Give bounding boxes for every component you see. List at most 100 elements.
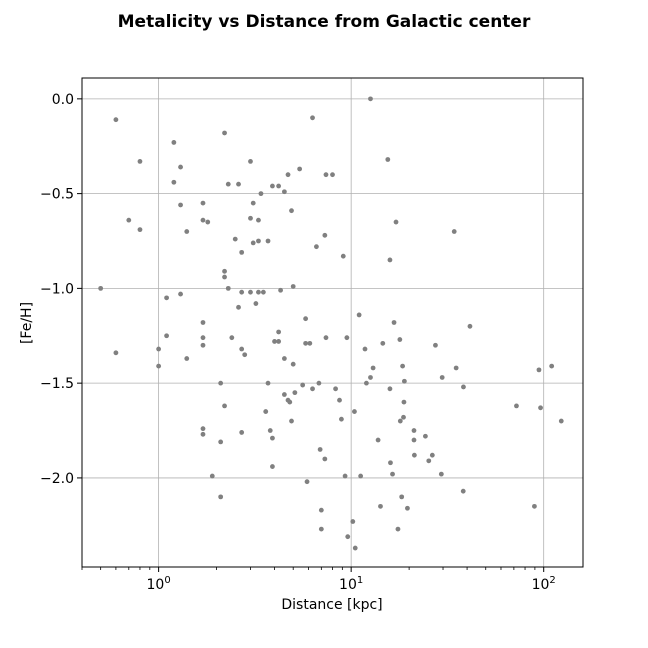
data-point: [285, 172, 291, 178]
data-point: [318, 507, 324, 513]
y-tick-label: −1.5: [40, 376, 74, 392]
data-point: [345, 534, 351, 540]
data-point: [323, 335, 329, 341]
grid: [82, 78, 583, 567]
data-point: [222, 268, 227, 274]
data-point: [218, 494, 224, 500]
data-point: [242, 352, 248, 358]
data-point: [250, 200, 256, 206]
data-point: [281, 392, 287, 397]
data-point: [333, 386, 338, 392]
data-point: [225, 181, 231, 187]
data-point: [164, 295, 169, 301]
data-point: [200, 342, 206, 348]
data-point: [200, 431, 206, 437]
data-point: [290, 284, 296, 289]
data-point: [287, 399, 293, 405]
y-tick-label: −2.0: [40, 471, 74, 487]
data-point: [239, 289, 245, 295]
data-point: [278, 287, 283, 293]
data-point: [200, 217, 206, 223]
data-point: [330, 172, 335, 178]
data-point: [184, 229, 190, 234]
data-point: [411, 428, 417, 433]
data-point: [339, 416, 344, 422]
data-point: [276, 329, 282, 335]
data-point: [438, 471, 444, 477]
data-point: [395, 526, 401, 532]
data-point: [380, 340, 386, 346]
y-axis-ticks: 0.0 −0.5 −1.0 −1.5 −2.0: [40, 92, 82, 487]
data-point: [222, 274, 227, 280]
data-point: [232, 236, 238, 242]
data-point: [411, 452, 417, 458]
data-point: [156, 346, 162, 352]
data-point: [393, 219, 399, 225]
data-point: [429, 452, 435, 458]
x-tick-label: 102: [532, 575, 556, 593]
data-point: [250, 240, 256, 246]
data-point: [126, 217, 132, 223]
plot-frame: [81, 77, 584, 568]
data-point: [401, 378, 407, 384]
data-point: [423, 433, 428, 439]
data-point: [467, 323, 473, 329]
data-point: [340, 253, 346, 259]
data-point: [248, 289, 253, 295]
x-axis-label: Distance [kpc]: [281, 597, 382, 613]
data-point: [289, 418, 294, 424]
data-point: [276, 183, 282, 189]
x-axis-ticks: 100 101 102: [147, 567, 556, 593]
data-point: [397, 337, 403, 342]
data-point: [171, 179, 177, 185]
data-point: [200, 335, 206, 341]
data-point: [310, 115, 315, 121]
data-point: [352, 545, 358, 551]
data-point: [310, 386, 315, 392]
y-tick-label: −1.0: [40, 281, 74, 297]
data-point: [300, 382, 306, 388]
data-point: [270, 435, 275, 441]
data-point: [200, 426, 206, 432]
data-point: [272, 339, 277, 344]
data-point: [248, 158, 253, 164]
data-point: [307, 340, 313, 346]
data-point: [399, 494, 405, 500]
data-point: [401, 399, 407, 405]
data-point: [281, 356, 287, 361]
data-point: [256, 238, 261, 244]
data-point: [323, 172, 329, 178]
data-point: [378, 503, 383, 509]
data-point: [350, 519, 356, 524]
data-point: [368, 96, 373, 102]
data-point: [156, 363, 162, 369]
data-point: [113, 117, 119, 123]
data-point: [405, 505, 410, 511]
y-axis-label: [Fe/H]: [19, 302, 35, 344]
data-point: [218, 380, 224, 386]
data-point: [370, 365, 376, 371]
data-point: [451, 229, 457, 234]
data-point: [222, 403, 227, 409]
data-point: [209, 473, 215, 479]
data-point: [342, 473, 348, 479]
y-tick-label: 0.0: [52, 92, 74, 108]
data-point: [439, 375, 445, 380]
data-point: [387, 257, 393, 263]
data-point: [270, 464, 275, 469]
data-point: [391, 320, 397, 325]
data-point: [258, 191, 264, 197]
data-point: [322, 232, 328, 238]
data-point: [375, 437, 381, 443]
data-point: [364, 380, 369, 386]
data-point: [265, 238, 271, 244]
data-point: [532, 503, 537, 509]
data-point: [229, 335, 235, 341]
data-point: [358, 473, 364, 479]
x-tick-label: 100: [147, 575, 171, 593]
data-points: [98, 96, 564, 551]
data-point: [318, 526, 324, 532]
data-point: [390, 471, 395, 477]
data-point: [281, 189, 287, 195]
data-point: [205, 219, 211, 225]
